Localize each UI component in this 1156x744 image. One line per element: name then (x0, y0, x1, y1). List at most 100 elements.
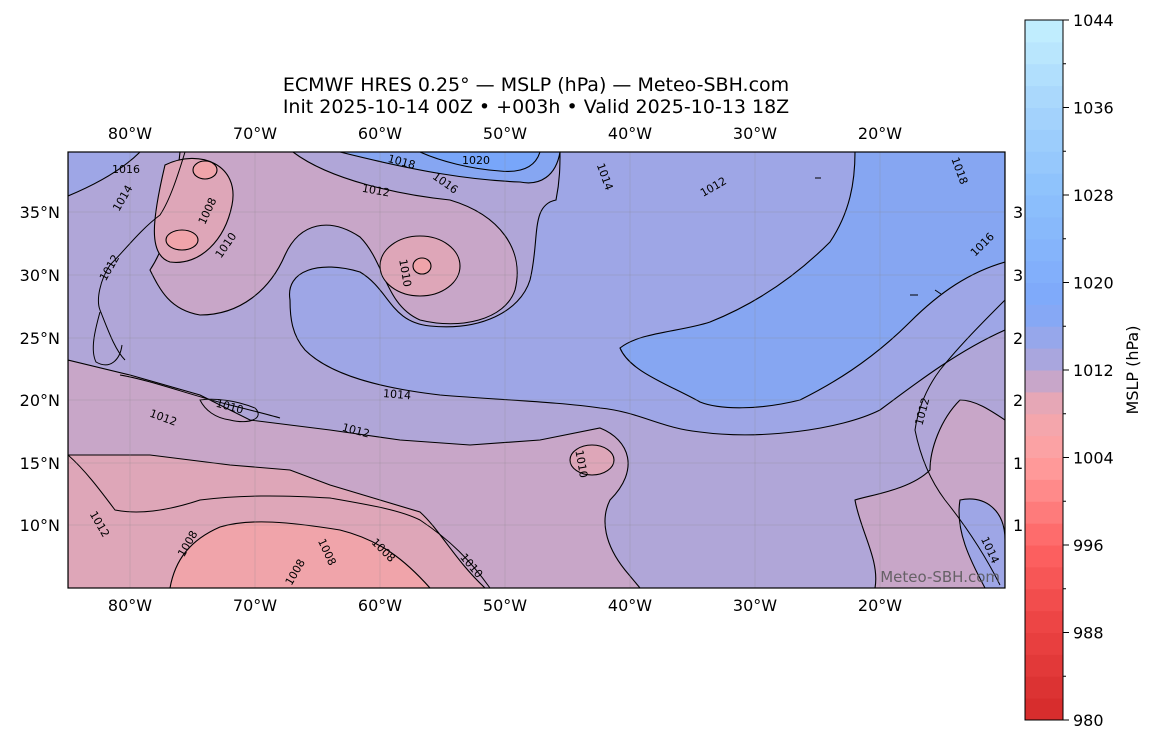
colorbar-tick-label: 1004 (1073, 449, 1114, 468)
field-1018-1020-north (419, 152, 541, 172)
colorbar-band (1025, 195, 1063, 218)
coastline-south-america (68, 454, 491, 588)
lat-label: 20°N (20, 391, 60, 410)
colorbar-band (1025, 41, 1063, 65)
lat-label: 10°N (20, 516, 60, 535)
colorbar-tick-label: 980 (1073, 711, 1104, 730)
lon-labels-top: 80°W 70°W 60°W 50°W 40°W 30°W 20°W (108, 124, 902, 143)
colorbar-band (1025, 129, 1063, 152)
watermark: Meteo-SBH.com (880, 568, 1000, 586)
contour-label: 1012 (361, 182, 391, 200)
map-panel: 1016 1014 1012 1008 1010 1018 1020 1016 … (68, 152, 1005, 588)
colorbar-band (1025, 304, 1063, 327)
field-1016-1018-east (619, 152, 1005, 409)
colorbar-band (1025, 326, 1063, 349)
colorbar-band (1025, 63, 1063, 87)
field-1006-1008-west-low-a (165, 229, 199, 251)
lat-label: 35°N (20, 203, 60, 222)
colorbar-band (1025, 370, 1063, 393)
colorbar-band (1025, 676, 1063, 699)
lon-label: 60°W (358, 596, 402, 615)
colorbar-band (1025, 588, 1063, 612)
lon-label: 30°W (733, 596, 777, 615)
colorbar-band (1025, 566, 1063, 590)
colorbar-frame (1024, 19, 1064, 721)
colorbar-band (1025, 20, 1063, 43)
title-line-2: Init 2025-10-14 00Z • +003h • Valid 2025… (283, 96, 789, 118)
lon-label: 50°W (483, 124, 527, 143)
field-1014-1016-northwest (68, 152, 141, 197)
lat-label-clipped: 2 (1013, 329, 1023, 348)
colorbar-tick-label: 1036 (1073, 99, 1114, 118)
colorbar-band (1025, 348, 1063, 371)
colorbar-band (1025, 107, 1063, 130)
colorbar-band (1025, 610, 1063, 633)
contour-label: 1010 (572, 449, 590, 479)
colorbar-band (1025, 501, 1063, 524)
colorbar-band (1025, 413, 1063, 437)
contour-label: 1014 (383, 387, 412, 402)
colorbar-tick-label: 1020 (1073, 274, 1114, 293)
colorbar-tick-labels: 980 988 996 1004 1012 1020 1028 1036 104… (1073, 11, 1114, 730)
colorbar-band (1025, 545, 1063, 568)
colorbar-tick-label: 996 (1073, 536, 1104, 555)
field-1014-1016-africa (958, 498, 1005, 588)
colorbar-band (1025, 391, 1063, 415)
colorbar-band (1025, 523, 1063, 546)
field-1006-1008-west-low-b (192, 160, 218, 180)
coastline-florida (92, 311, 123, 366)
contour-label: 1020 (462, 154, 490, 167)
title-line-1: ECMWF HRES 0.25° — MSLP (hPa) — Meteo-SB… (283, 74, 789, 96)
colorbar-band (1025, 282, 1063, 305)
lon-label: 70°W (233, 124, 277, 143)
coastline-cuba (119, 374, 281, 419)
lat-labels-right-clipped: 3 3 2 2 1 1 (1013, 203, 1023, 535)
coastline-canary-islands (815, 177, 942, 296)
lat-label: 25°N (20, 329, 60, 348)
colorbar-band (1025, 435, 1063, 458)
colorbar-band (1025, 173, 1063, 196)
colorbar-band (1025, 151, 1063, 174)
colorbar (1024, 19, 1069, 721)
lat-label-clipped: 2 (1013, 391, 1023, 410)
lon-label: 40°W (608, 124, 652, 143)
lon-label: 70°W (233, 596, 277, 615)
field-1008-1010-south-low (569, 444, 615, 476)
colorbar-band (1025, 216, 1063, 240)
lon-label: 80°W (108, 596, 152, 615)
colorbar-tick-label: 1044 (1073, 11, 1114, 30)
colorbar-label: MSLP (hPa) (1123, 326, 1142, 415)
contour-label: 1010 (396, 258, 414, 288)
colorbar-band (1025, 654, 1063, 677)
colorbar-band (1025, 85, 1063, 108)
map-frame (67, 151, 1006, 589)
coastline-africa (914, 299, 1005, 586)
lon-label: 60°W (358, 124, 402, 143)
colorbar-band (1025, 632, 1063, 655)
coastline-north-america (97, 152, 186, 361)
lon-label: 20°W (858, 596, 902, 615)
coastline-hispaniola (199, 398, 259, 423)
colorbar-tick-label: 1012 (1073, 361, 1114, 380)
lat-label: 15°N (20, 454, 60, 473)
field-1006-1008-south (169, 521, 431, 588)
lon-label: 40°W (608, 596, 652, 615)
lat-label-clipped: 3 (1013, 203, 1023, 222)
colorbar-tick-label: 1028 (1073, 186, 1114, 205)
lon-label: 50°W (483, 596, 527, 615)
lon-label: 30°W (733, 124, 777, 143)
lat-label: 30°N (20, 266, 60, 285)
lon-label: 80°W (108, 124, 152, 143)
lat-label-clipped: 1 (1013, 516, 1023, 535)
lon-label: 20°W (858, 124, 902, 143)
gridlines (68, 152, 1005, 588)
lat-labels-left: 35°N 30°N 25°N 20°N 15°N 10°N (20, 203, 60, 535)
field-1006-1008-central-low (412, 257, 432, 275)
colorbar-band (1025, 698, 1063, 721)
lat-label-clipped: 3 (1013, 266, 1023, 285)
colorbar-band (1025, 238, 1063, 262)
colorbar-band (1025, 260, 1063, 283)
colorbar-tick-label: 988 (1073, 624, 1104, 643)
lat-label-clipped: 1 (1013, 454, 1023, 473)
lon-labels-bottom: 80°W 70°W 60°W 50°W 40°W 30°W 20°W (108, 596, 902, 615)
